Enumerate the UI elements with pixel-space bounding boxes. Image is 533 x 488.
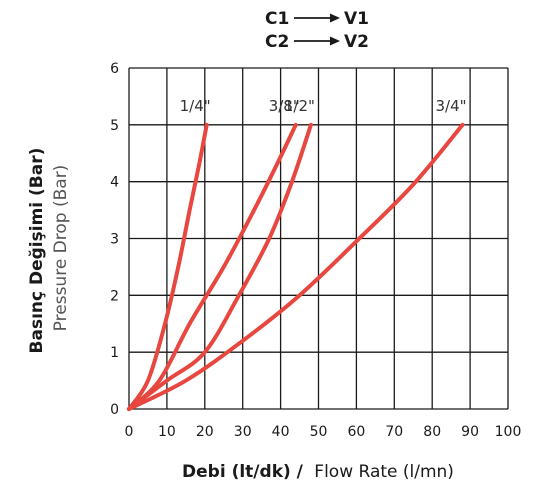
series-curve-3 (127, 122, 313, 411)
x-axis-label-bold: Debi (lt/dk) / (182, 462, 304, 482)
arrow-right-icon (294, 13, 340, 23)
header-v2: V2 (344, 32, 369, 52)
y-tick-label: 0 (110, 402, 119, 418)
header-v1: V1 (344, 9, 369, 29)
header-c1: C1 (265, 9, 289, 29)
series-label-2: 3/8" (269, 97, 300, 115)
series-label-1: 1/4" (180, 97, 211, 115)
header-c2: C2 (265, 32, 289, 52)
chart-series (127, 122, 465, 411)
x-axis-ticks: 0 10 20 30 40 50 60 70 80 90 100 (125, 424, 522, 440)
arrow-right-icon (294, 36, 340, 46)
x-tick-label: 80 (423, 424, 441, 440)
x-tick-label: 10 (158, 424, 176, 440)
series-label-3: 1/2" (284, 97, 315, 115)
x-tick-label: 100 (495, 424, 522, 440)
series-curve-1 (127, 122, 209, 411)
x-tick-label: 40 (272, 424, 290, 440)
x-tick-label: 70 (385, 424, 403, 440)
x-tick-label: 0 (125, 424, 134, 440)
y-tick-label: 2 (110, 288, 119, 304)
series-curve-2 (127, 122, 298, 411)
chart-grid (128, 67, 509, 410)
x-tick-label: 60 (347, 424, 365, 440)
y-axis-title: Basınç Değişimi (Bar) Pressure Drop (Bar… (27, 143, 71, 354)
series-labels: 1/4" 3/8"1/2" 3/4" (180, 97, 467, 115)
x-tick-label: 30 (234, 424, 252, 440)
y-axis-label-light: Pressure Drop (Bar) (51, 165, 71, 332)
x-axis-label-light: Flow Rate (l/mn) (314, 462, 454, 482)
y-tick-label: 6 (110, 61, 119, 77)
x-axis-label: Debi (lt/dk) / Flow Rate (l/mn) (182, 462, 454, 482)
x-tick-label: 50 (310, 424, 328, 440)
y-tick-label: 1 (110, 345, 119, 361)
series-curve-4 (127, 122, 465, 411)
series-label-4: 3/4" (435, 97, 466, 115)
chart-header: C1 V1 C2 V2 (265, 9, 369, 52)
y-axis-label: Basınç Değişimi (Bar) Pressure Drop (Bar… (27, 143, 71, 354)
y-axis-ticks: 0 1 2 3 4 5 6 (110, 61, 119, 418)
x-tick-label: 20 (196, 424, 214, 440)
y-axis-label-bold: Basınç Değişimi (Bar) (27, 148, 47, 354)
y-tick-label: 5 (110, 118, 119, 134)
x-tick-label: 90 (461, 424, 479, 440)
y-tick-label: 4 (110, 175, 119, 191)
y-tick-label: 3 (110, 232, 119, 248)
